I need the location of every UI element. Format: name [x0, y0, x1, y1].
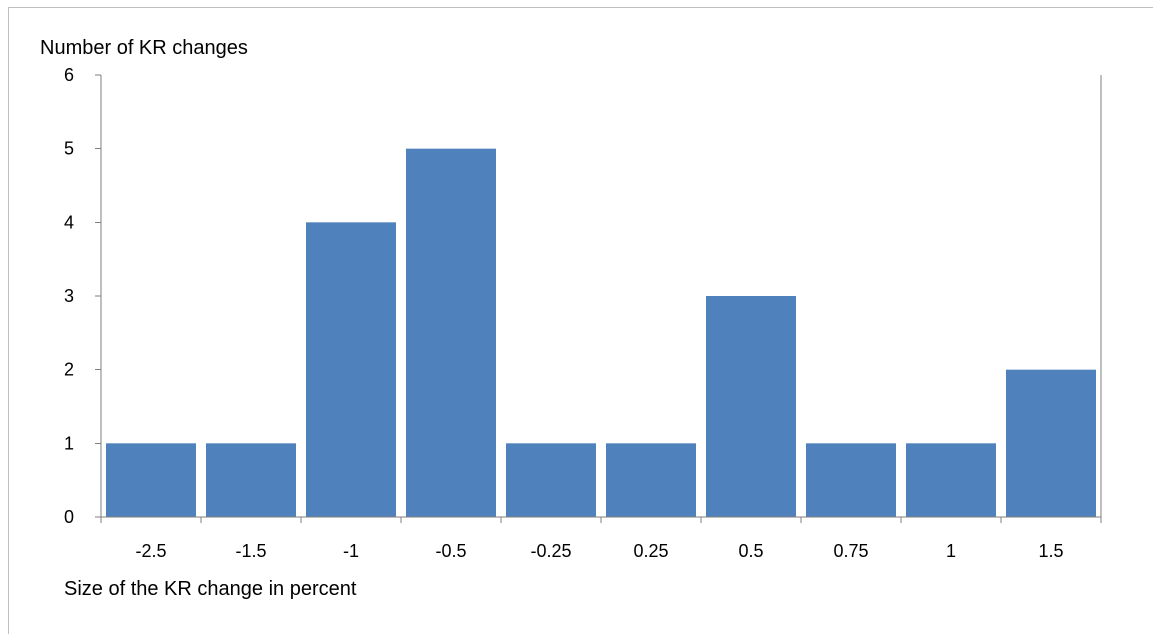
axes-layer — [95, 74, 1102, 523]
y-axis-title: Number of KR changes — [40, 37, 248, 59]
bar--0.5 — [406, 148, 496, 518]
x-tick-label: 0.75 — [833, 541, 868, 561]
y-tick-label: 3 — [64, 286, 74, 306]
y-tick-label: 4 — [64, 212, 74, 232]
x-tick-label: 0.5 — [738, 541, 763, 561]
y-tick-label: 0 — [64, 507, 74, 527]
x-axis-title: Size of the KR change in percent — [64, 578, 357, 600]
chart-frame — [8, 7, 1153, 634]
bar-0.5 — [706, 296, 796, 517]
x-tick-label: -1.5 — [235, 541, 266, 561]
y-tick-label: 5 — [64, 139, 74, 159]
x-tick-label: -0.5 — [435, 541, 466, 561]
bar--1.5 — [206, 443, 296, 517]
x-tick-label: 1.5 — [1038, 541, 1063, 561]
x-tick-label: -2.5 — [135, 541, 166, 561]
x-tick-labels: -2.5 -1.5 -1 -0.5 -0.25 0.25 0.5 0.75 1 1.5 — [135, 541, 1063, 561]
bar--2.5 — [106, 443, 196, 517]
bar--1 — [306, 222, 396, 517]
y-tick-label: 2 — [64, 360, 74, 380]
x-tick-label: -0.25 — [530, 541, 571, 561]
y-tick-label: 1 — [64, 433, 74, 453]
bars-layer — [106, 148, 1096, 518]
bar-0.25 — [606, 443, 696, 517]
bar-0.75 — [806, 443, 896, 517]
x-tick-label: 0.25 — [633, 541, 668, 561]
x-tick-label: 1 — [946, 541, 956, 561]
y-tick-label: 6 — [64, 65, 74, 85]
y-tick-labels: 0 1 2 3 4 5 6 — [64, 65, 74, 527]
bar--0.25 — [506, 443, 596, 517]
bar-1 — [906, 443, 996, 517]
bar-1.5 — [1006, 369, 1096, 517]
x-tick-label: -1 — [343, 541, 359, 561]
